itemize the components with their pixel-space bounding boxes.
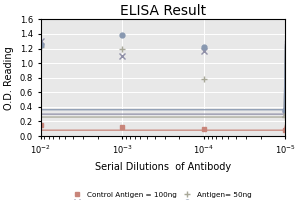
Antigen= 10ng (202, 50, 206, 53)
Legend: Control Antigen = 100ng, Antigen= 10ng, Antigen= 50ng, Antigen= 100ng: Control Antigen = 100ng, Antigen= 10ng, … (67, 189, 259, 200)
Control Antigen = 100ng (284, 129, 287, 131)
Antigen= 100ng (120, 34, 124, 37)
Antigen= 50ng (284, 116, 287, 118)
Antigen= 50ng (120, 47, 124, 50)
Line: Antigen= 100ng: Antigen= 100ng (38, 33, 288, 112)
Control Antigen = 100ng (202, 128, 206, 130)
Line: Control Antigen = 100ng: Control Antigen = 100ng (38, 123, 288, 133)
Antigen= 50ng (202, 78, 206, 80)
Antigen= 10ng (39, 40, 42, 42)
Antigen= 100ng (284, 109, 287, 111)
X-axis label: Serial Dilutions  of Antibody: Serial Dilutions of Antibody (95, 162, 231, 172)
Antigen= 10ng (284, 113, 287, 115)
Control Antigen = 100ng (120, 126, 124, 128)
Antigen= 50ng (39, 46, 42, 48)
Antigen= 10ng (120, 55, 124, 57)
Antigen= 100ng (202, 46, 206, 48)
Title: ELISA Result: ELISA Result (120, 4, 206, 18)
Antigen= 100ng (39, 44, 42, 46)
Line: Antigen= 10ng: Antigen= 10ng (38, 38, 288, 117)
Y-axis label: O.D. Reading: O.D. Reading (4, 46, 14, 110)
Control Antigen = 100ng (39, 124, 42, 126)
Line: Antigen= 50ng: Antigen= 50ng (38, 44, 288, 120)
